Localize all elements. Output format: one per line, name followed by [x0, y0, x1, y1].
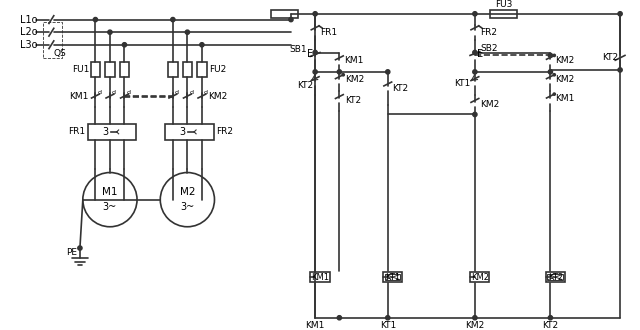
Circle shape: [386, 315, 390, 320]
Bar: [383, 272, 403, 282]
Circle shape: [93, 17, 97, 22]
Text: KT2: KT2: [542, 321, 559, 330]
Circle shape: [160, 173, 214, 227]
Text: KM2: KM2: [465, 321, 484, 330]
Text: KM2: KM2: [556, 75, 575, 84]
Text: KM1: KM1: [311, 273, 329, 281]
Circle shape: [83, 173, 137, 227]
Text: QS: QS: [54, 49, 67, 58]
Circle shape: [171, 17, 175, 22]
Text: KT2: KT2: [345, 96, 362, 105]
Circle shape: [548, 70, 552, 74]
Text: KT1: KT1: [380, 321, 396, 330]
Circle shape: [473, 315, 477, 320]
Text: 3: 3: [179, 127, 186, 137]
Text: FR1: FR1: [320, 28, 337, 37]
Bar: [385, 274, 401, 280]
Text: KT1: KT1: [454, 79, 470, 88]
Text: d: d: [126, 90, 131, 95]
Circle shape: [553, 74, 556, 76]
Text: FU3: FU3: [495, 0, 513, 9]
Text: M1: M1: [102, 187, 118, 197]
Text: KT2: KT2: [548, 273, 563, 281]
Text: KT2: KT2: [602, 53, 618, 62]
Bar: [165, 124, 214, 140]
Circle shape: [78, 246, 82, 250]
Bar: [490, 10, 518, 18]
Text: L2o: L2o: [20, 27, 38, 37]
Text: E: E: [477, 50, 483, 59]
Bar: [545, 272, 565, 282]
Text: E: E: [307, 50, 313, 59]
Text: KM1: KM1: [305, 321, 325, 330]
Text: KM1: KM1: [69, 91, 88, 101]
Text: KM1: KM1: [556, 94, 575, 104]
Bar: [182, 62, 192, 77]
Text: KM2: KM2: [556, 56, 575, 65]
Circle shape: [185, 30, 189, 34]
Circle shape: [473, 112, 477, 116]
Bar: [271, 10, 298, 18]
Text: KM2: KM2: [345, 75, 364, 84]
Circle shape: [473, 70, 477, 74]
Circle shape: [289, 17, 293, 22]
Text: 3: 3: [102, 127, 108, 137]
Text: KT2: KT2: [392, 84, 409, 93]
Circle shape: [553, 93, 556, 95]
Circle shape: [108, 30, 112, 34]
Text: KT1: KT1: [385, 273, 400, 281]
Text: KT2: KT2: [297, 81, 313, 90]
Text: 3~: 3~: [180, 202, 195, 213]
Text: d: d: [189, 90, 193, 95]
Text: KM2: KM2: [480, 100, 499, 109]
Text: M2: M2: [180, 187, 195, 197]
Bar: [168, 62, 178, 77]
Text: FR2: FR2: [480, 28, 497, 37]
Text: d: d: [112, 90, 116, 95]
Text: FR2: FR2: [216, 127, 234, 136]
Circle shape: [342, 74, 344, 76]
Bar: [470, 272, 490, 282]
Circle shape: [337, 70, 342, 74]
Bar: [88, 124, 136, 140]
Text: d: d: [97, 90, 101, 95]
Circle shape: [386, 70, 390, 74]
Circle shape: [548, 53, 552, 57]
Bar: [120, 62, 129, 77]
Text: d: d: [204, 90, 208, 95]
Text: SB1: SB1: [290, 45, 307, 54]
Text: 3~: 3~: [103, 202, 117, 213]
Circle shape: [313, 70, 317, 74]
Circle shape: [473, 50, 477, 55]
Bar: [197, 62, 207, 77]
Circle shape: [200, 43, 204, 47]
Bar: [547, 274, 563, 280]
Text: L1o: L1o: [20, 15, 37, 25]
Circle shape: [337, 315, 342, 320]
Text: FU1: FU1: [72, 65, 90, 74]
Circle shape: [618, 68, 622, 72]
Bar: [91, 62, 100, 77]
Circle shape: [473, 12, 477, 16]
Text: PE: PE: [66, 248, 77, 257]
Text: L3o: L3o: [20, 40, 37, 50]
Text: SB2: SB2: [481, 44, 498, 53]
Bar: [105, 62, 115, 77]
Text: KM1: KM1: [344, 56, 364, 65]
Text: d: d: [175, 90, 179, 95]
Circle shape: [313, 12, 317, 16]
Circle shape: [553, 54, 556, 56]
Bar: [310, 272, 330, 282]
Text: FR1: FR1: [68, 127, 86, 136]
Text: FU2: FU2: [209, 65, 226, 74]
Circle shape: [122, 43, 127, 47]
Text: KM2: KM2: [208, 91, 227, 101]
Circle shape: [313, 50, 317, 55]
Text: KM2: KM2: [471, 273, 489, 281]
Circle shape: [548, 315, 552, 320]
Circle shape: [618, 12, 622, 16]
